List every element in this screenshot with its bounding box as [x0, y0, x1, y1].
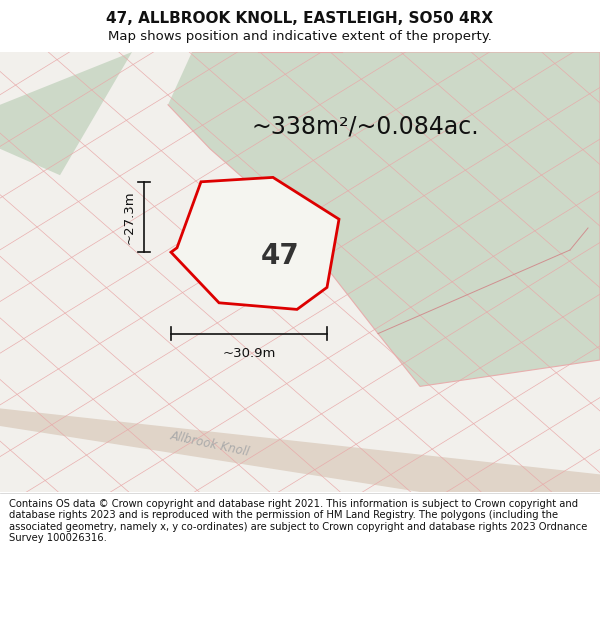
Polygon shape [0, 408, 600, 492]
Text: 47, ALLBROOK KNOLL, EASTLEIGH, SO50 4RX: 47, ALLBROOK KNOLL, EASTLEIGH, SO50 4RX [106, 11, 494, 26]
Text: Map shows position and indicative extent of the property.: Map shows position and indicative extent… [108, 29, 492, 42]
Polygon shape [168, 52, 600, 386]
Text: Contains OS data © Crown copyright and database right 2021. This information is : Contains OS data © Crown copyright and d… [9, 499, 587, 544]
Text: Allbrook Knoll: Allbrook Knoll [169, 429, 251, 458]
Polygon shape [171, 177, 339, 309]
Text: ~30.9m: ~30.9m [223, 347, 275, 360]
Text: ~338m²/~0.084ac.: ~338m²/~0.084ac. [252, 115, 479, 139]
Text: ~27.3m: ~27.3m [122, 190, 136, 244]
Polygon shape [0, 52, 132, 175]
Text: 47: 47 [261, 242, 300, 270]
